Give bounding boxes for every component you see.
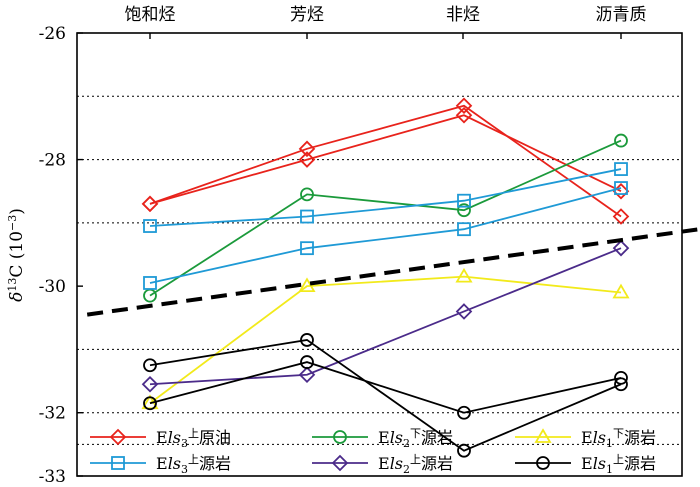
legend-item: Els1下源岩 (515, 427, 656, 450)
data-point (536, 456, 550, 470)
data-point (298, 140, 316, 158)
legend-label: Els2下源岩 (378, 427, 453, 450)
data-point (457, 222, 471, 237)
data-point (143, 358, 157, 373)
series-path (149, 338, 622, 452)
series-path (149, 104, 622, 218)
legend-label: Els3上原油 (156, 427, 231, 450)
data-point (455, 97, 473, 115)
data-point (300, 241, 314, 256)
legend-item: Els3上原油 (90, 427, 231, 450)
data-point (457, 203, 471, 218)
data-point (457, 405, 471, 420)
y-tick-label: -32 (39, 404, 66, 424)
x-tick-label: 芳烃 (290, 5, 324, 25)
data-point (143, 219, 157, 233)
y-tick-label: -26 (39, 24, 66, 44)
data-point (298, 151, 316, 168)
series-line (141, 239, 630, 393)
series-path (149, 114, 622, 205)
series-path (149, 139, 622, 297)
series-path (149, 168, 622, 227)
data-point (457, 443, 471, 458)
series-path (149, 275, 622, 404)
x-tick-label: 非烃 (446, 5, 480, 25)
series-path (149, 361, 622, 414)
data-point (141, 375, 159, 393)
series-line (141, 267, 630, 410)
data-point (109, 428, 127, 446)
legend: Els3上原油 Els2下源岩 Els1下源岩 Els3上源岩 Els2上源岩 Els1上… (90, 427, 656, 476)
data-point (612, 239, 630, 257)
data-point (141, 195, 159, 213)
data-point (614, 371, 628, 385)
legend-label: Els3上源岩 (156, 453, 231, 476)
data-point (455, 303, 473, 320)
data-point (614, 162, 628, 176)
legend-label: Els1下源岩 (581, 427, 656, 450)
data-point (455, 106, 473, 124)
legend-label: Els1上源岩 (581, 453, 656, 476)
data-point (333, 430, 347, 444)
legend-item: Els1上源岩 (515, 453, 656, 476)
divider-dashed-line (86, 227, 700, 317)
data-point (614, 181, 628, 195)
legend-item: Els2上源岩 (312, 453, 453, 476)
series-path (149, 187, 622, 284)
x-tick-label: 沥青质 (596, 5, 647, 25)
data-point (111, 456, 125, 470)
data-point (300, 209, 314, 224)
data-point (612, 283, 630, 299)
divider-line-group (86, 227, 700, 317)
data-point (455, 267, 473, 283)
series-line (143, 333, 628, 458)
series-line (143, 162, 628, 233)
y-tick-label: -28 (39, 151, 66, 171)
series-group (141, 97, 630, 458)
data-point (300, 355, 314, 369)
plot-frame (76, 32, 683, 477)
x-tick-label: 饱和烃 (125, 5, 176, 25)
data-point (331, 454, 349, 472)
data-point (614, 133, 628, 148)
data-point (298, 366, 316, 384)
data-point (612, 208, 630, 225)
series-path (149, 247, 622, 386)
y-tick-label: -33 (39, 467, 66, 482)
y-tick-label: -30 (39, 277, 66, 297)
data-point (143, 396, 157, 411)
data-point (457, 193, 471, 208)
series-line (143, 355, 628, 420)
data-point (534, 428, 552, 443)
data-point (143, 276, 157, 290)
legend-label: Els2上源岩 (378, 453, 453, 476)
series-line (141, 106, 630, 213)
data-point (614, 377, 628, 392)
data-point (300, 333, 314, 347)
y-axis-label: δ13C (10−3) (6, 208, 28, 302)
grid-lines (77, 95, 682, 445)
series-line (143, 181, 628, 290)
legend-item: Els2下源岩 (312, 427, 453, 450)
data-point (300, 187, 314, 202)
legend-item: Els3上源岩 (90, 453, 231, 476)
